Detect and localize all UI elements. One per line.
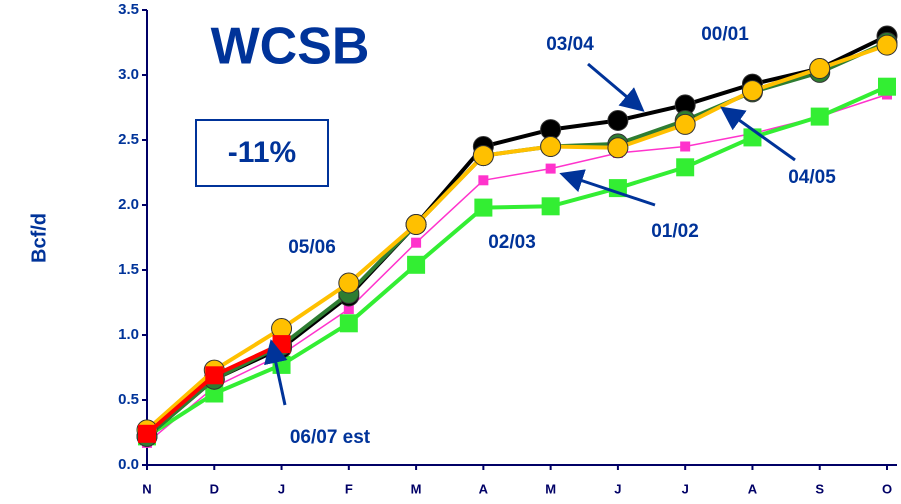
point — [674, 113, 696, 135]
point — [741, 80, 763, 102]
point — [411, 237, 422, 248]
x-tick-label: A — [748, 481, 758, 496]
point — [676, 158, 695, 177]
y-axis-label: Bcf/d — [28, 213, 50, 263]
chart-title: WCSB — [211, 18, 370, 76]
point — [541, 197, 560, 216]
y-tick-label: 0.5 — [118, 391, 139, 408]
point — [474, 198, 493, 217]
y-tick-label: 2.5 — [118, 131, 139, 148]
x-tick-label: J — [682, 481, 689, 496]
point — [338, 272, 360, 294]
annotation: 01/02 — [651, 221, 699, 242]
point — [272, 335, 291, 354]
point — [405, 214, 427, 235]
point — [478, 175, 489, 186]
point — [205, 366, 224, 385]
point — [407, 255, 426, 274]
y-tick-label: 2.0 — [118, 196, 139, 213]
point — [339, 314, 358, 333]
point — [472, 145, 494, 167]
arrow — [264, 339, 288, 406]
x-tick-label: J — [614, 481, 621, 496]
point — [810, 107, 829, 126]
point — [540, 136, 562, 157]
arrow — [559, 169, 656, 207]
x-tick-label: M — [545, 481, 556, 496]
series-line — [145, 43, 888, 432]
annotation: 05/06 — [288, 237, 336, 258]
x-tick-label: O — [882, 481, 892, 496]
x-tick-label: F — [345, 481, 353, 496]
point — [205, 384, 224, 403]
arrow — [587, 62, 645, 112]
point — [878, 77, 896, 96]
box — [195, 119, 329, 187]
x-tick-label: S — [815, 481, 824, 496]
annotation: 02/03 — [488, 232, 536, 253]
annotation: 04/05 — [788, 167, 836, 188]
annotation: 06/07 est — [290, 427, 371, 448]
y-tick-label: 1.0 — [118, 326, 139, 343]
arrow — [720, 106, 796, 162]
y-tick-label: 3.0 — [118, 66, 139, 83]
point — [876, 34, 898, 56]
y-tick-label: 3.5 — [118, 1, 139, 18]
point — [545, 163, 556, 174]
x-tick-label: N — [142, 481, 151, 496]
y-tick-label: 0.0 — [118, 456, 139, 473]
y-tick-label: 1.5 — [118, 261, 139, 278]
point — [809, 58, 831, 79]
x-tick-label: M — [411, 481, 422, 496]
annotation: 00/01 — [701, 24, 749, 45]
point — [680, 141, 691, 152]
point — [607, 110, 629, 131]
point — [607, 137, 629, 159]
annotation: 03/04 — [546, 34, 594, 55]
point — [343, 304, 354, 314]
series-line — [145, 84, 888, 439]
point — [138, 424, 156, 443]
x-tick-label: D — [210, 481, 219, 496]
x-tick-label: A — [479, 481, 489, 496]
subtitle: -11% — [228, 136, 296, 169]
x-tick-label: J — [278, 481, 285, 496]
